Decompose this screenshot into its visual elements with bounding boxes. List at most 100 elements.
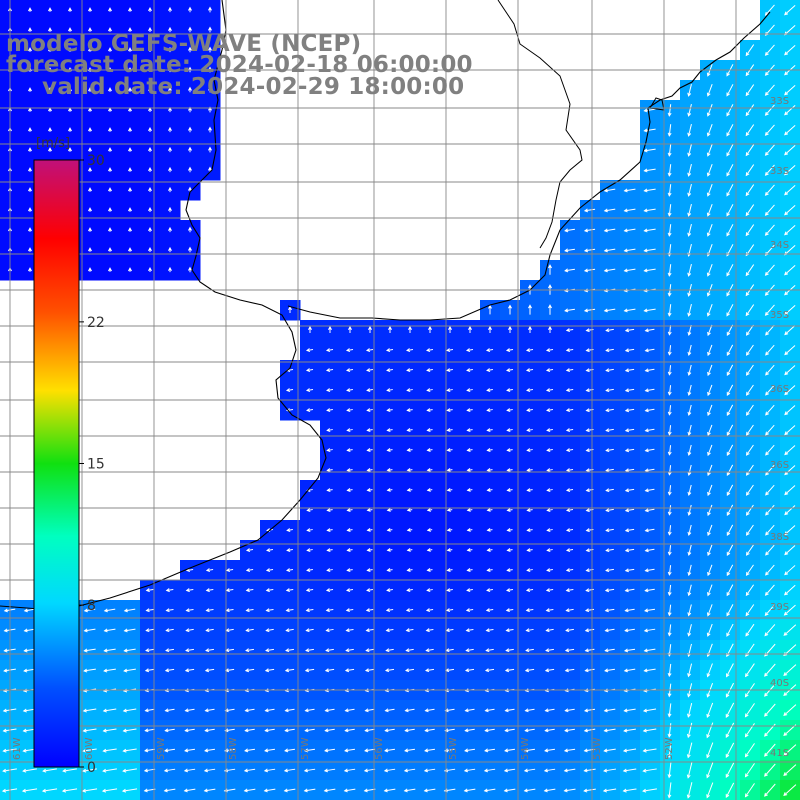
wind-arrow bbox=[468, 325, 472, 334]
wind-arrow bbox=[706, 224, 713, 237]
wind-arrow bbox=[188, 46, 192, 53]
wind-arrow bbox=[583, 768, 596, 773]
wind-arrow bbox=[765, 324, 775, 336]
wind-arrow bbox=[505, 608, 514, 613]
wind-arrow bbox=[366, 448, 373, 452]
wind-arrow bbox=[624, 448, 635, 453]
wind-arrow bbox=[346, 488, 353, 492]
wind-arrow bbox=[726, 444, 734, 457]
wind-arrow bbox=[384, 668, 395, 673]
wind-arrow bbox=[205, 628, 214, 633]
wind-arrow bbox=[726, 384, 734, 397]
wind-arrow bbox=[168, 26, 172, 33]
wind-arrow bbox=[784, 465, 796, 476]
wind-arrow bbox=[583, 308, 596, 313]
wind-arrow bbox=[426, 508, 433, 512]
wind-arrow bbox=[123, 608, 136, 613]
wind-arrow bbox=[764, 743, 776, 757]
lon-label: 55W bbox=[448, 737, 459, 760]
wind-arrow bbox=[764, 763, 776, 777]
wind-arrow bbox=[765, 384, 775, 396]
wind-arrow bbox=[505, 348, 514, 353]
wind-arrow bbox=[687, 124, 692, 137]
wind-arrow bbox=[667, 782, 672, 799]
wind-arrow bbox=[565, 488, 574, 493]
wind-arrow bbox=[624, 408, 635, 413]
wind-arrow bbox=[564, 708, 575, 713]
wind-arrow bbox=[667, 385, 672, 396]
wind-arrow bbox=[483, 768, 496, 773]
wind-arrow bbox=[386, 468, 393, 472]
wind-arrow bbox=[386, 568, 393, 572]
wind-arrow bbox=[102, 708, 117, 713]
wind-arrow bbox=[426, 368, 433, 373]
wind-arrow bbox=[687, 304, 692, 317]
wind-arrow bbox=[386, 368, 393, 373]
wind-arrow bbox=[548, 304, 552, 315]
wind-arrow bbox=[764, 264, 775, 276]
wind-arrow bbox=[485, 608, 494, 613]
wind-arrow bbox=[644, 368, 655, 373]
wind-arrow bbox=[145, 588, 154, 593]
wind-arrow bbox=[544, 728, 555, 733]
wind-arrow bbox=[764, 144, 775, 156]
wind-arrow bbox=[325, 368, 334, 373]
wind-arrow bbox=[108, 247, 112, 252]
wind-arrow bbox=[444, 708, 455, 713]
wind-arrow bbox=[486, 368, 493, 373]
wind-arrow bbox=[486, 468, 493, 472]
wind-arrow bbox=[428, 325, 432, 334]
wind-arrow bbox=[644, 548, 655, 553]
wind-arrow bbox=[726, 164, 734, 177]
wind-arrow bbox=[466, 468, 473, 472]
wind-arrow bbox=[383, 788, 396, 793]
wind-arrow bbox=[345, 648, 354, 653]
wind-arrow bbox=[185, 608, 194, 613]
wind-arrow bbox=[545, 588, 554, 593]
wind-arrow bbox=[486, 548, 493, 552]
wind-arrow bbox=[605, 448, 614, 453]
wind-arrow bbox=[526, 488, 533, 492]
lat-label: 34S bbox=[770, 240, 789, 251]
lat-label: 41S bbox=[770, 748, 789, 759]
wind-arrow bbox=[687, 444, 692, 456]
wind-arrow bbox=[605, 528, 614, 533]
wind-arrow bbox=[128, 7, 132, 12]
wind-arrow bbox=[345, 348, 354, 353]
wind-arrow bbox=[564, 228, 575, 233]
wind-arrow bbox=[163, 768, 176, 773]
wind-arrow bbox=[406, 388, 413, 392]
wind-arrow bbox=[346, 548, 353, 552]
wind-arrow bbox=[346, 468, 353, 472]
wind-arrow bbox=[68, 47, 72, 52]
wind-arrow bbox=[446, 468, 453, 472]
wind-arrow bbox=[783, 744, 797, 757]
wind-arrow bbox=[564, 648, 575, 653]
wind-arrow bbox=[183, 768, 196, 773]
wind-arrow bbox=[605, 568, 614, 573]
wind-arrow bbox=[364, 668, 375, 673]
wind-arrow bbox=[366, 468, 373, 472]
wind-arrow bbox=[265, 568, 274, 573]
wind-arrow bbox=[466, 408, 473, 412]
wind-arrow bbox=[524, 728, 535, 733]
wind-arrow bbox=[643, 128, 656, 133]
wind-arrow bbox=[667, 445, 672, 456]
wind-arrow bbox=[386, 508, 393, 512]
wind-arrow bbox=[565, 508, 574, 513]
wind-arrow bbox=[325, 608, 334, 613]
wind-arrow bbox=[726, 663, 734, 678]
wind-arrow bbox=[667, 465, 672, 476]
wind-arrow bbox=[148, 226, 152, 232]
wind-arrow bbox=[464, 708, 475, 713]
wind-arrow bbox=[565, 608, 574, 613]
wind-arrow bbox=[765, 424, 775, 436]
lat-label: 33S bbox=[770, 96, 789, 107]
wind-arrow bbox=[324, 748, 335, 753]
wind-arrow bbox=[525, 368, 534, 373]
wind-arrow bbox=[101, 788, 118, 793]
wind-arrow bbox=[404, 668, 415, 673]
wind-arrow bbox=[643, 208, 656, 213]
wind-arrow bbox=[286, 528, 293, 532]
wind-arrow bbox=[346, 408, 353, 412]
